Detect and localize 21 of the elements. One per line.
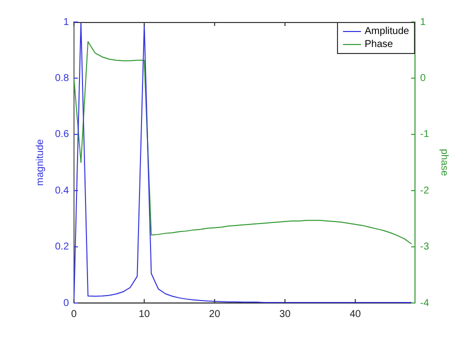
y-tick-label: 0 [63,298,70,309]
x-tick-label: 0 [71,308,78,320]
y-tick-label: 0.8 [54,72,70,84]
y2-tick-label: -4 [420,298,430,309]
x-tick-label: 20 [209,308,221,320]
y2-tick-label: 0 [420,72,426,84]
y2-tick-label: -1 [420,129,430,140]
x-tick-label: 10 [138,308,150,320]
y2-tick-label: 1 [420,16,426,28]
y-tick-label: 0.4 [54,185,70,196]
x-tick-label: 40 [350,308,362,320]
y-tick-label: 0.2 [54,242,70,253]
y-tick-label: 0.6 [54,129,70,140]
legend-label: Amplitude [364,25,410,38]
y2-axis-title: phase [438,148,450,177]
y-tick-label: 1 [63,16,70,28]
y-axis-title: magnitude [34,138,46,186]
y2-tick-label: -2 [420,185,430,196]
x-tick-label: 30 [279,308,291,320]
legend-label: Phase [364,38,393,51]
y2-tick-label: -3 [420,242,430,253]
